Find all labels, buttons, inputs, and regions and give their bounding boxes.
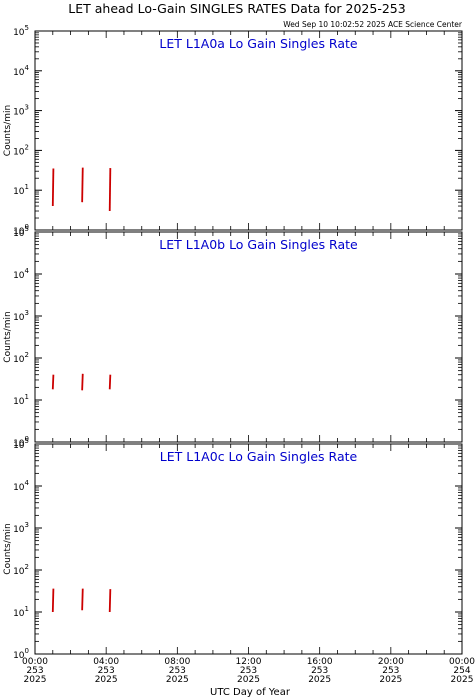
data-segment [81,167,84,203]
x-tick-time: 12:00 [236,657,262,667]
data-segment [81,588,84,611]
y-tick-label: 105 [13,437,29,451]
data-segment [108,374,112,390]
x-axis: 00:00253202504:00253202508:00253202512:0… [22,657,475,685]
y-tick-label: 101 [13,393,29,407]
x-tick-time: 04:00 [93,657,119,667]
x-tick-year: 2025 [237,675,260,685]
x-tick-day: 253 [311,666,328,676]
data-segment [51,588,55,613]
data-segment [81,373,84,391]
y-tick-label: 104 [13,64,29,78]
figure-title: LET ahead Lo-Gain SINGLES RATES Data for… [68,1,405,16]
x-tick-year: 2025 [379,675,402,685]
x-tick-day: 253 [26,666,43,676]
x-tick-time: 08:00 [164,657,190,667]
x-tick-year: 2025 [95,675,118,685]
x-tick-time: 16:00 [307,657,333,667]
data-segment [108,168,112,212]
y-tick-label: 104 [13,479,29,493]
data-segment [51,374,55,390]
x-axis-label: UTC Day of Year [210,687,291,698]
x-tick-year: 2025 [451,675,474,685]
panels-group: 100 101 102 103 104 105 LET L1A0a Lo Gain Sing… [3,24,463,661]
y-tick-label: 103 [13,104,29,118]
x-tick-day: 253 [382,666,399,676]
data-segment [108,589,112,613]
y-axis-label: Counts/min [3,523,13,574]
data-segment [51,168,55,207]
y-tick-label: 103 [13,521,29,535]
x-tick-time: 00:00 [22,657,48,667]
y-tick-label: 104 [13,267,29,281]
x-tick-day: 253 [98,666,115,676]
generation-timestamp: Wed Sep 10 10:02:52 2025 ACE Science Cen… [283,20,463,29]
x-tick-time: 00:00 [449,657,475,667]
y-tick-label: 103 [13,309,29,323]
y-axis-label: Counts/min [3,105,13,156]
panel-title: LET L1A0b Lo Gain Singles Rate [159,237,358,252]
y-tick-label: 102 [13,143,29,157]
x-tick-time: 20:00 [378,657,404,667]
panel-3: 100 101 102 103 104 105 LET L1A0c Lo Gain Sing… [3,437,463,661]
x-tick-year: 2025 [24,675,47,685]
panel-title: LET L1A0c Lo Gain Singles Rate [160,449,358,464]
y-tick-label: 102 [13,351,29,365]
y-tick-label: 100 [13,647,29,661]
y-tick-label: 101 [13,605,29,619]
x-tick-day: 253 [240,666,257,676]
x-tick-year: 2025 [308,675,331,685]
y-tick-label: 105 [13,24,29,38]
y-tick-label: 105 [13,225,29,239]
y-tick-label: 100 [13,435,29,449]
x-tick-year: 2025 [166,675,189,685]
panel-1: 100 101 102 103 104 105 LET L1A0a Lo Gain Sing… [3,24,463,237]
x-tick-day: 254 [453,666,470,676]
y-axis-label: Counts/min [3,311,13,362]
y-tick-label: 100 [13,223,29,237]
panel-title: LET L1A0a Lo Gain Singles Rate [159,36,357,51]
y-tick-label: 102 [13,563,29,577]
x-tick-day: 253 [169,666,186,676]
panel-2: 100 101 102 103 104 105 LET L1A0b Lo Gain Sing… [3,225,463,449]
y-tick-label: 101 [13,183,29,197]
